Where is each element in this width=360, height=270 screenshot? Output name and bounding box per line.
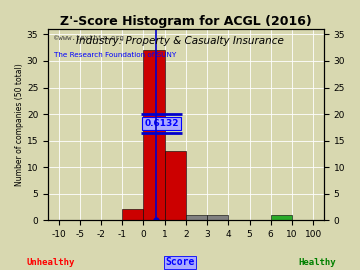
Text: ©www.textbiz.org: ©www.textbiz.org — [54, 35, 123, 41]
Bar — [144, 50, 165, 220]
Bar — [207, 215, 228, 220]
Text: Healthy: Healthy — [298, 258, 336, 267]
Text: Unhealthy: Unhealthy — [26, 258, 75, 267]
Bar — [165, 151, 186, 220]
Title: Z'-Score Histogram for ACGL (2016): Z'-Score Histogram for ACGL (2016) — [60, 15, 312, 28]
Text: The Research Foundation of SUNY: The Research Foundation of SUNY — [54, 52, 176, 58]
Bar — [186, 215, 207, 220]
Text: Industry: Property & Casualty Insurance: Industry: Property & Casualty Insurance — [76, 36, 284, 46]
Text: Score: Score — [165, 257, 195, 267]
Bar — [271, 215, 292, 220]
Y-axis label: Number of companies (50 total): Number of companies (50 total) — [15, 63, 24, 186]
Bar — [122, 210, 144, 220]
Text: 0.6132: 0.6132 — [144, 119, 179, 128]
